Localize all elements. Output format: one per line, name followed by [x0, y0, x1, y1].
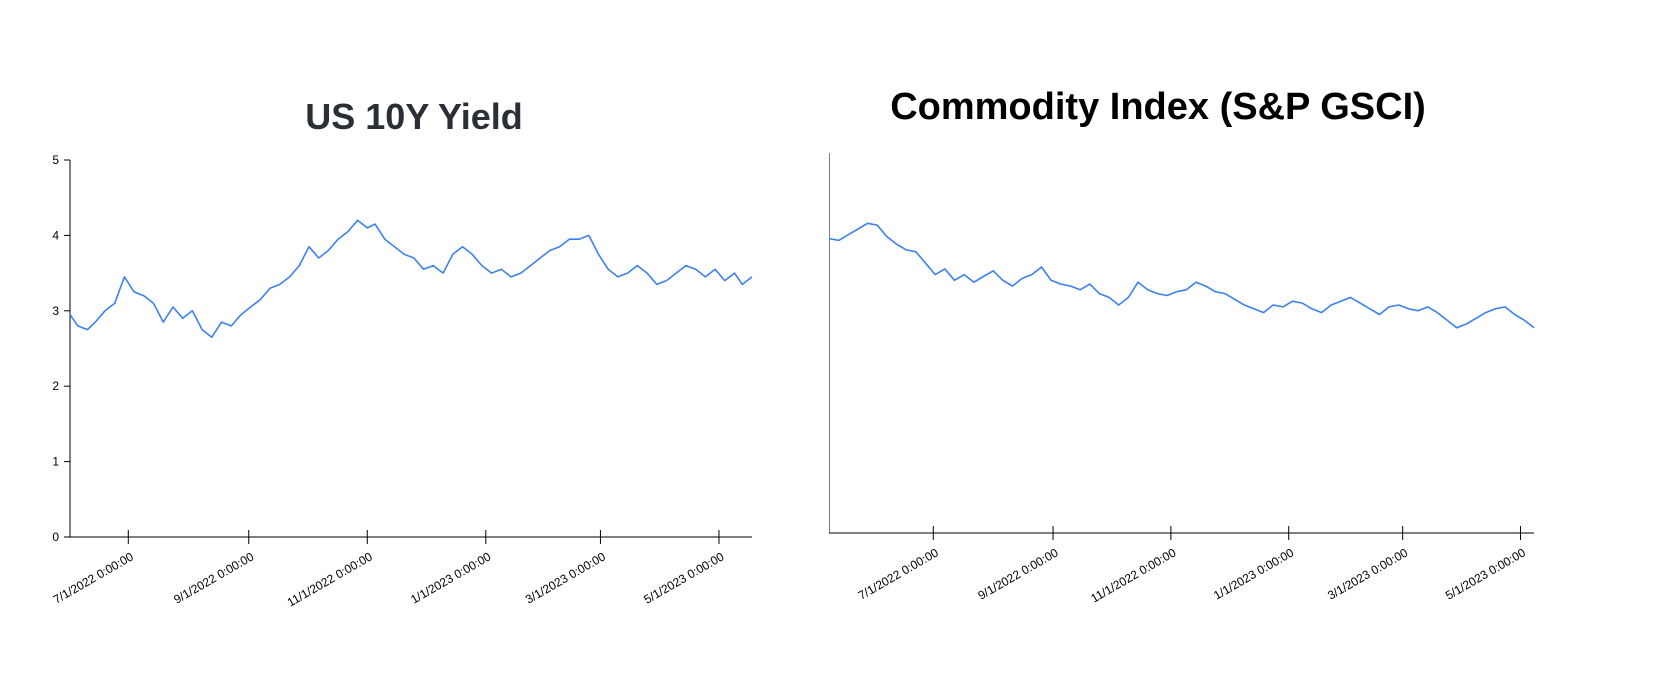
y-tick-label: 2 [52, 379, 59, 393]
x-tick-label: 1/1/2023 0:00:00 [408, 549, 493, 606]
chart-title: Commodity Index (S&P GSCI) [890, 86, 1426, 128]
x-tick-label: 5/1/2023 0:00:00 [641, 549, 726, 606]
chart-panel-commodity: Commodity Index (S&P GSCI) 0250500750100… [829, 0, 1658, 686]
x-tick-label: 9/1/2022 0:00:00 [171, 549, 256, 606]
series-line [69, 219, 753, 339]
x-tick-label: 7/1/2022 0:00:00 [51, 549, 136, 606]
y-tick-label: 3 [52, 304, 59, 318]
x-tick-label: 7/1/2022 0:00:00 [856, 545, 941, 602]
y-tick-label: 0 [52, 530, 59, 544]
x-tick-label: 1/1/2023 0:00:00 [1211, 545, 1296, 602]
chart-title: US 10Y Yield [305, 96, 523, 137]
y-tick-label: 1 [52, 455, 59, 469]
x-tick-label: 3/1/2023 0:00:00 [523, 549, 608, 606]
x-tick-label: 5/1/2023 0:00:00 [1443, 545, 1528, 602]
x-tick-label: 9/1/2022 0:00:00 [976, 545, 1061, 602]
x-tick-label: 11/1/2022 0:00:00 [285, 549, 375, 609]
y-tick-label: 4 [52, 228, 59, 242]
x-tick-label: 11/1/2022 0:00:00 [1088, 545, 1178, 605]
series-line [829, 222, 1535, 329]
chart-panel-us10y: US 10Y Yield 0 1 2 3 4 5 7/1/2022 0:00:00 9/1/2… [51, 96, 753, 610]
x-tick-label: 3/1/2023 0:00:00 [1325, 545, 1410, 602]
line-chart-us10y: 0 1 2 3 4 5 7/1/2022 0:00:00 9/1/2022 0:00:00 11… [51, 153, 753, 610]
y-tick-label: 5 [52, 153, 59, 167]
line-chart-commodity: 025050075010007/1/2022 0:00:009/1/2022 0… [829, 153, 1535, 606]
